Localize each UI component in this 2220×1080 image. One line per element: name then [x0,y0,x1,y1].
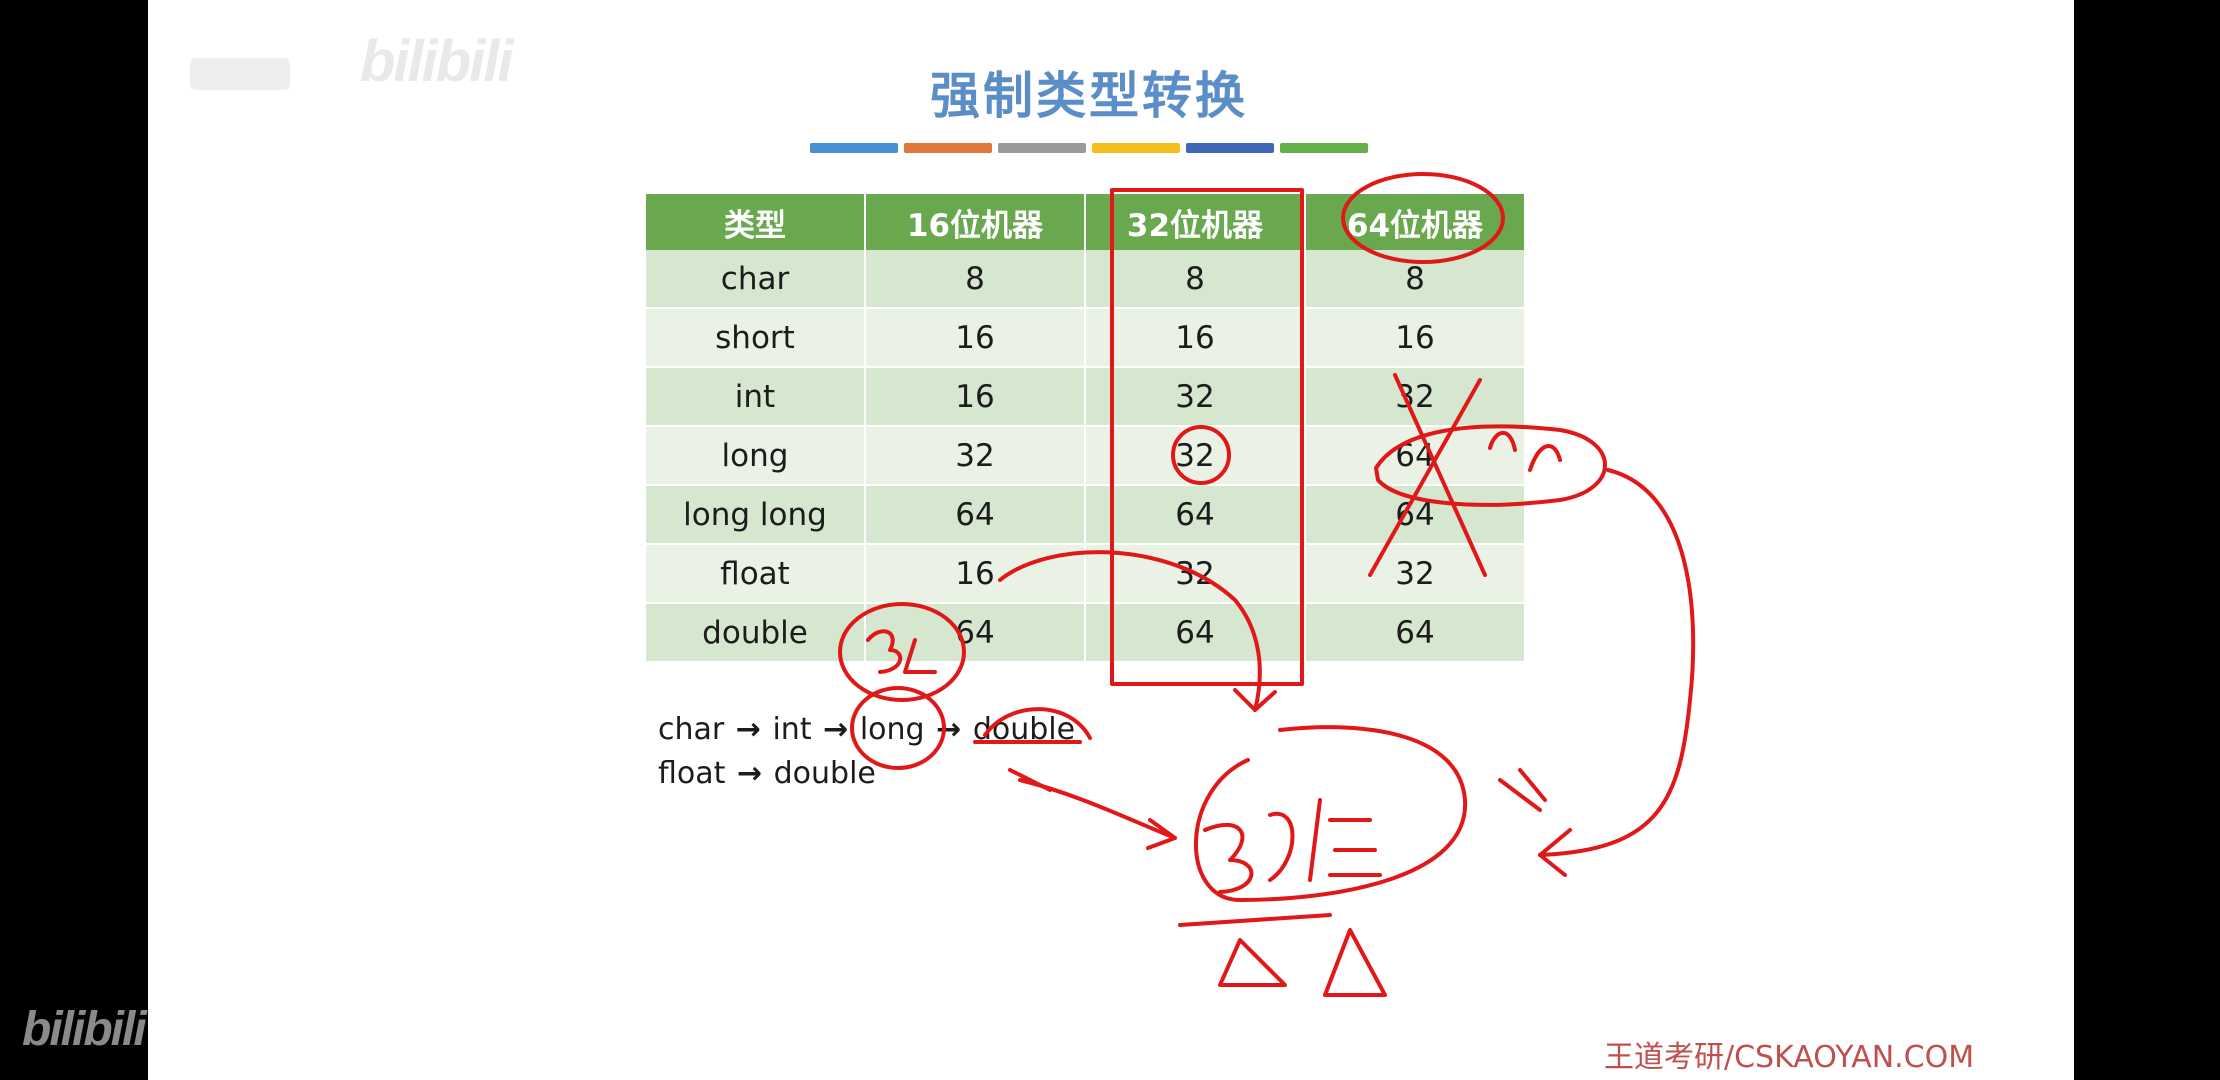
table-cell: 64 [1306,486,1524,545]
conversion-line-1: char → int → long → double [658,708,1075,752]
table-cell: 16 [866,368,1084,427]
table-cell: 8 [1086,250,1304,309]
table-header-row: 类型 16位机器 32位机器 64位机器 [646,194,1524,250]
table-cell: 64 [866,486,1084,545]
slide-title: 强制类型转换 [930,67,1248,125]
type-label: int [772,712,812,747]
table-cell: long [646,427,864,486]
header-type: 类型 [646,194,864,250]
table-cell: int [646,368,864,427]
header-16bit: 16位机器 [866,194,1084,250]
right-arrow-icon: → [736,756,763,791]
table-row: long 32 32 64 [646,427,1524,486]
table-cell: 8 [1306,250,1524,309]
table-cell: 16 [1086,309,1304,368]
table-cell: 16 [1306,309,1524,368]
conversion-rules: char → int → long → double float → doubl… [658,708,1075,796]
table-cell: double [646,604,864,663]
table-cell: 8 [866,250,1084,309]
table-row: double 64 64 64 [646,604,1524,663]
table-row: float 16 32 32 [646,545,1524,604]
conversion-line-2: float → double [658,752,1075,796]
accent-bar-6 [1280,143,1368,153]
header-32bit: 32位机器 [1086,194,1304,250]
table-cell: 32 [1306,368,1524,427]
table-cell: 16 [866,545,1084,604]
table-cell: 64 [866,604,1084,663]
watermark-blur [190,58,290,90]
bilibili-watermark-top: bilibili [360,29,514,94]
table-cell: 32 [1086,545,1304,604]
accent-bar-3 [998,143,1086,153]
table-cell: short [646,309,864,368]
right-arrow-icon: → [936,712,962,747]
table-cell: char [646,250,864,309]
type-label: long [859,712,925,747]
table-row: short 16 16 16 [646,309,1524,368]
table-cell: 32 [1306,545,1524,604]
table-cell: 64 [1306,604,1524,663]
type-label: double [972,712,1076,747]
type-label: double [773,756,876,791]
table-cell: float [646,545,864,604]
table-row: int 16 32 32 [646,368,1524,427]
table-cell: 64 [1306,427,1524,486]
accent-bar-2 [904,143,992,153]
accent-bar-5 [1186,143,1274,153]
bilibili-watermark-bottom: bilibili [22,1003,147,1056]
type-label: float [658,756,726,791]
table-row: long long 64 64 64 [646,486,1524,545]
right-arrow-icon: → [823,712,849,747]
table-cell: 32 [1086,368,1304,427]
right-arrow-icon: → [735,712,761,747]
table-cell: 16 [866,309,1084,368]
accent-bar-1 [810,143,898,153]
table-row: char 8 8 8 [646,250,1524,309]
table-cell: long long [646,486,864,545]
table-cell: 32 [1086,427,1304,486]
table-cell: 32 [866,427,1084,486]
title-accent-bars [810,143,1368,155]
type-size-table: 类型 16位机器 32位机器 64位机器 char 8 8 8 short 16… [644,194,1526,663]
accent-bar-4 [1092,143,1180,153]
table-cell: 64 [1086,486,1304,545]
table-cell: 64 [1086,604,1304,663]
header-64bit: 64位机器 [1306,194,1524,250]
brand-footer: 王道考研/CSKAOYAN.COM [1604,1040,1975,1075]
type-label: char [658,712,725,747]
